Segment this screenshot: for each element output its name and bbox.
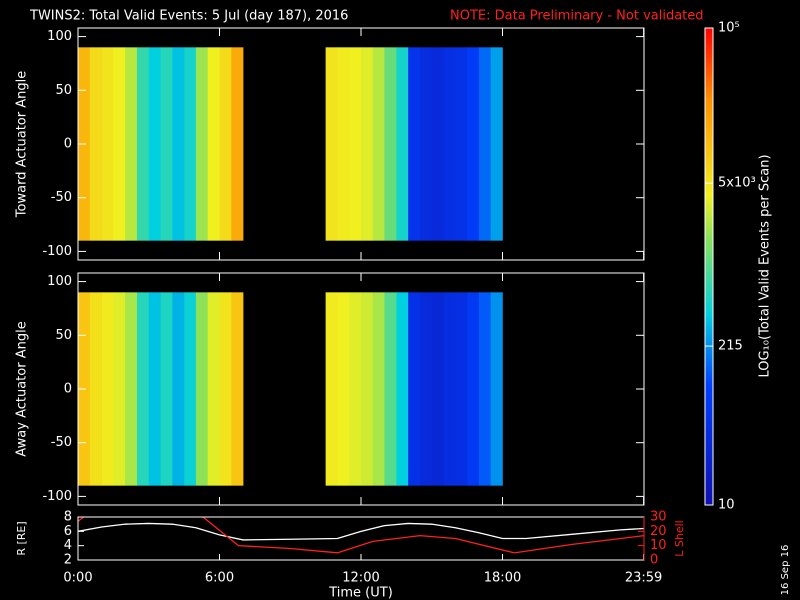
heatmap-cell <box>207 47 220 241</box>
heatmap-cell <box>372 292 385 486</box>
heatmap-cell <box>419 292 433 486</box>
y-tick-label: -100 <box>42 244 72 259</box>
heatmap-cell <box>160 47 173 241</box>
heatmap-cell <box>384 47 397 241</box>
heatmap-cell <box>419 47 433 241</box>
heatmap-cell <box>467 47 480 241</box>
heatmap-cell <box>160 292 173 486</box>
y-tick-label: 6 <box>64 524 72 539</box>
heatmap-cell <box>184 47 197 241</box>
line-series <box>78 517 644 554</box>
colorbar-tick-label: 10⁵ <box>718 21 740 36</box>
heatmap-cell <box>195 47 209 241</box>
y-tick-label: 0 <box>64 382 72 397</box>
heatmap-cell <box>172 47 185 241</box>
heatmap-cell <box>113 47 126 241</box>
y-tick-label: 50 <box>55 83 72 98</box>
y2-tick-label: 0 <box>650 553 658 568</box>
heatmap-cell <box>408 292 421 486</box>
heatmap-cell <box>443 292 456 486</box>
heatmap-cell <box>89 47 102 241</box>
heatmap-cell <box>101 47 114 241</box>
heatmap-cell <box>408 47 421 241</box>
y-axis-label: Away Actuator Angle <box>15 321 30 456</box>
y-tick-label: 8 <box>64 510 72 525</box>
y-tick-label: -100 <box>42 489 72 504</box>
heatmap-cell <box>231 292 244 486</box>
y-tick-label: -50 <box>51 435 72 450</box>
heatmap-cell <box>361 292 374 486</box>
heatmap-cell <box>396 47 409 241</box>
heatmap-cell <box>148 47 161 241</box>
y-axis-label: R [RE] <box>15 521 28 555</box>
y2-tick-label: 30 <box>650 510 667 525</box>
heatmap-cell <box>349 292 362 486</box>
line-series <box>78 522 644 541</box>
title: TWINS2: Total Valid Events: 5 Jul (day 1… <box>29 9 348 24</box>
heatmap-cell <box>136 47 150 241</box>
colorbar-tick-label: 5x10³ <box>718 176 756 191</box>
colorbar-tick-label: 215 <box>718 339 743 354</box>
note: NOTE: Data Preliminary - Not validated <box>450 9 704 24</box>
heatmap-cell <box>125 47 138 241</box>
plot-frame <box>77 272 645 506</box>
heatmap-cell <box>478 292 492 486</box>
date-stamp: 16 Sep 16 <box>780 545 791 596</box>
y2-axis-label: L Shell <box>673 520 686 556</box>
heatmap-cell <box>207 292 220 486</box>
heatmap-cell <box>101 292 114 486</box>
heatmap-cell <box>219 47 232 241</box>
x-tick-label: 0:00 <box>63 571 92 586</box>
y-tick-label: 2 <box>64 553 72 568</box>
heatmap-cell <box>184 292 197 486</box>
heatmap-cell <box>431 47 444 241</box>
heatmap-cell <box>148 292 161 486</box>
heatmap-cell <box>337 292 350 486</box>
heatmap-cell <box>337 47 350 241</box>
heatmap-cell <box>384 292 397 486</box>
heatmap-cell <box>443 47 456 241</box>
heatmap-cell <box>89 292 102 486</box>
colorbar-label: LOG₁₀(Total Valid Events per Scan) <box>758 154 773 377</box>
x-tick-label: 6:00 <box>205 571 234 586</box>
heatmap-cell <box>172 292 185 486</box>
heatmap-cell <box>372 47 385 241</box>
x-tick-label: 18:00 <box>484 571 521 586</box>
heatmap-cell <box>231 47 244 241</box>
heatmap-cell <box>478 47 492 241</box>
heatmap-cell <box>125 292 138 486</box>
heatmap-cell <box>325 292 338 486</box>
y2-tick-label: 10 <box>650 538 667 553</box>
heatmap-cell <box>361 47 374 241</box>
heatmap-cell <box>195 292 209 486</box>
heatmap-cell <box>467 292 480 486</box>
heatmap-cell <box>219 292 232 486</box>
y-tick-label: 100 <box>47 29 72 44</box>
heatmap-cell <box>396 292 409 486</box>
heatmap-cell <box>490 292 503 486</box>
heatmap-cell <box>431 292 444 486</box>
y-tick-label: 50 <box>55 328 72 343</box>
heatmap-cell <box>325 47 338 241</box>
y2-tick-label: 20 <box>650 524 667 539</box>
x-tick-label: 12:00 <box>342 571 379 586</box>
y-tick-label: 100 <box>47 274 72 289</box>
y-tick-label: 0 <box>64 137 72 152</box>
heatmap-cell <box>113 292 126 486</box>
y-axis-label: Toward Actuator Angle <box>15 71 30 218</box>
y-tick-label: 4 <box>64 538 72 553</box>
y-tick-label: -50 <box>51 190 72 205</box>
heatmap-cell <box>455 47 468 241</box>
heatmap-cell <box>490 47 503 241</box>
plot-frame <box>77 27 645 261</box>
x-axis-label: Time (UT) <box>328 586 393 600</box>
heatmap-cell <box>136 292 150 486</box>
colorbar-tick-label: 10 <box>718 498 735 513</box>
heatmap-cell <box>349 47 362 241</box>
colorbar <box>704 27 714 506</box>
heatmap-cell <box>455 292 468 486</box>
x-tick-label: 23:59 <box>625 571 662 586</box>
